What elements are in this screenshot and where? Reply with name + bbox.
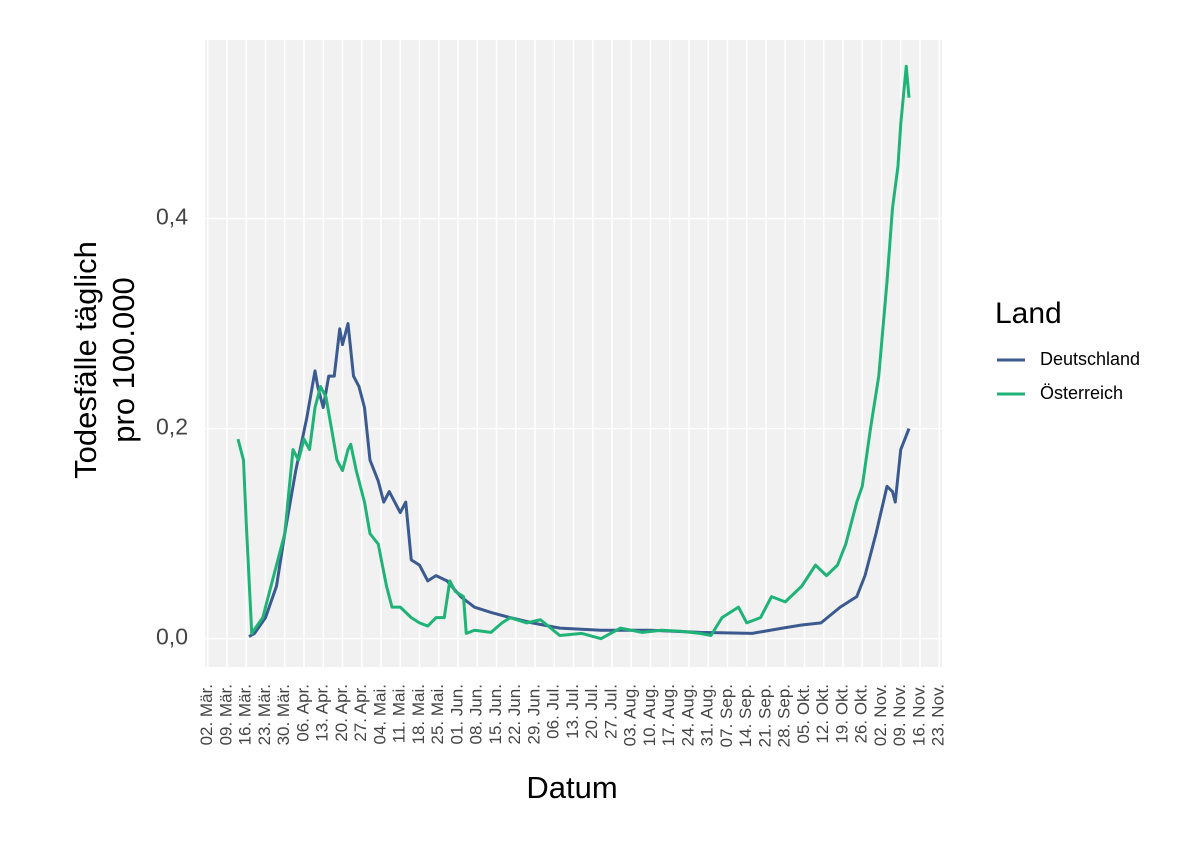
x-tick-label: 30. Mär.	[274, 684, 293, 745]
x-tick-label: 21. Sep.	[755, 684, 774, 747]
x-tick-label: 18. Mai.	[409, 684, 428, 744]
x-tick-label: 04. Mai.	[370, 684, 389, 744]
x-tick-label: 17. Aug.	[659, 684, 678, 746]
x-tick-label: 16. Nov.	[909, 684, 928, 746]
x-tick-label: 13. Jul.	[563, 684, 582, 739]
x-tick-label: 03. Aug.	[621, 684, 640, 746]
x-tick-label: 12. Okt.	[813, 684, 832, 744]
legend-label: Österreich	[1040, 383, 1123, 403]
x-tick-label: 20. Jul.	[582, 684, 601, 739]
y-tick-label: 0,0	[156, 624, 188, 650]
y-tick-label: 0,2	[156, 414, 188, 440]
x-tick-label: 24. Aug.	[678, 684, 697, 746]
x-tick-label: 23. Mär.	[255, 684, 274, 745]
y-axis-title: Todesfälle täglich	[68, 241, 103, 479]
x-tick-label: 01. Jun.	[447, 684, 466, 745]
x-tick-label: 28. Sep.	[775, 684, 794, 747]
x-axis-title: Datum	[526, 770, 617, 805]
data-line	[248, 322, 911, 638]
x-tick-label: 31. Aug.	[698, 684, 717, 746]
x-tick-label: 02. Mär.	[197, 684, 216, 745]
x-tick-label: 07. Sep.	[717, 684, 736, 747]
x-tick-label: 16. Mär.	[236, 684, 255, 745]
x-tick-label: 19. Okt.	[832, 684, 851, 744]
x-tick-label: 13. Apr.	[313, 684, 332, 742]
x-tick-label: 29. Jun.	[524, 684, 543, 745]
x-tick-label: 05. Okt.	[794, 684, 813, 744]
y-axis-title: pro 100.000	[106, 277, 141, 442]
x-tick-label: 10. Aug.	[640, 684, 659, 746]
x-tick-label: 26. Okt.	[852, 684, 871, 744]
x-tick-label: 25. Mai.	[428, 684, 447, 744]
x-tick-label: 23. Nov.	[929, 684, 948, 746]
x-tick-label: 08. Jun.	[467, 684, 486, 745]
x-tick-label: 27. Apr.	[351, 684, 370, 742]
y-tick-label: 0,4	[156, 204, 188, 230]
x-tick-label: 02. Nov.	[871, 684, 890, 746]
legend-label: Deutschland	[1040, 349, 1140, 369]
x-tick-label: 11. Mai.	[390, 684, 409, 743]
x-tick-label: 20. Apr.	[332, 684, 351, 742]
x-tick-label: 14. Sep.	[736, 684, 755, 747]
x-tick-label: 09. Mär.	[216, 684, 235, 745]
x-tick-label: 06. Apr.	[293, 684, 312, 742]
x-tick-label: 27. Jul.	[601, 684, 620, 739]
legend-title: Land	[995, 297, 1062, 330]
x-tick-label: 15. Jun.	[486, 684, 505, 745]
x-tick-label: 06. Jul.	[544, 684, 563, 739]
x-tick-label: 22. Jun.	[505, 684, 524, 745]
data-line	[236, 64, 911, 641]
x-tick-label: 09. Nov.	[890, 684, 909, 746]
